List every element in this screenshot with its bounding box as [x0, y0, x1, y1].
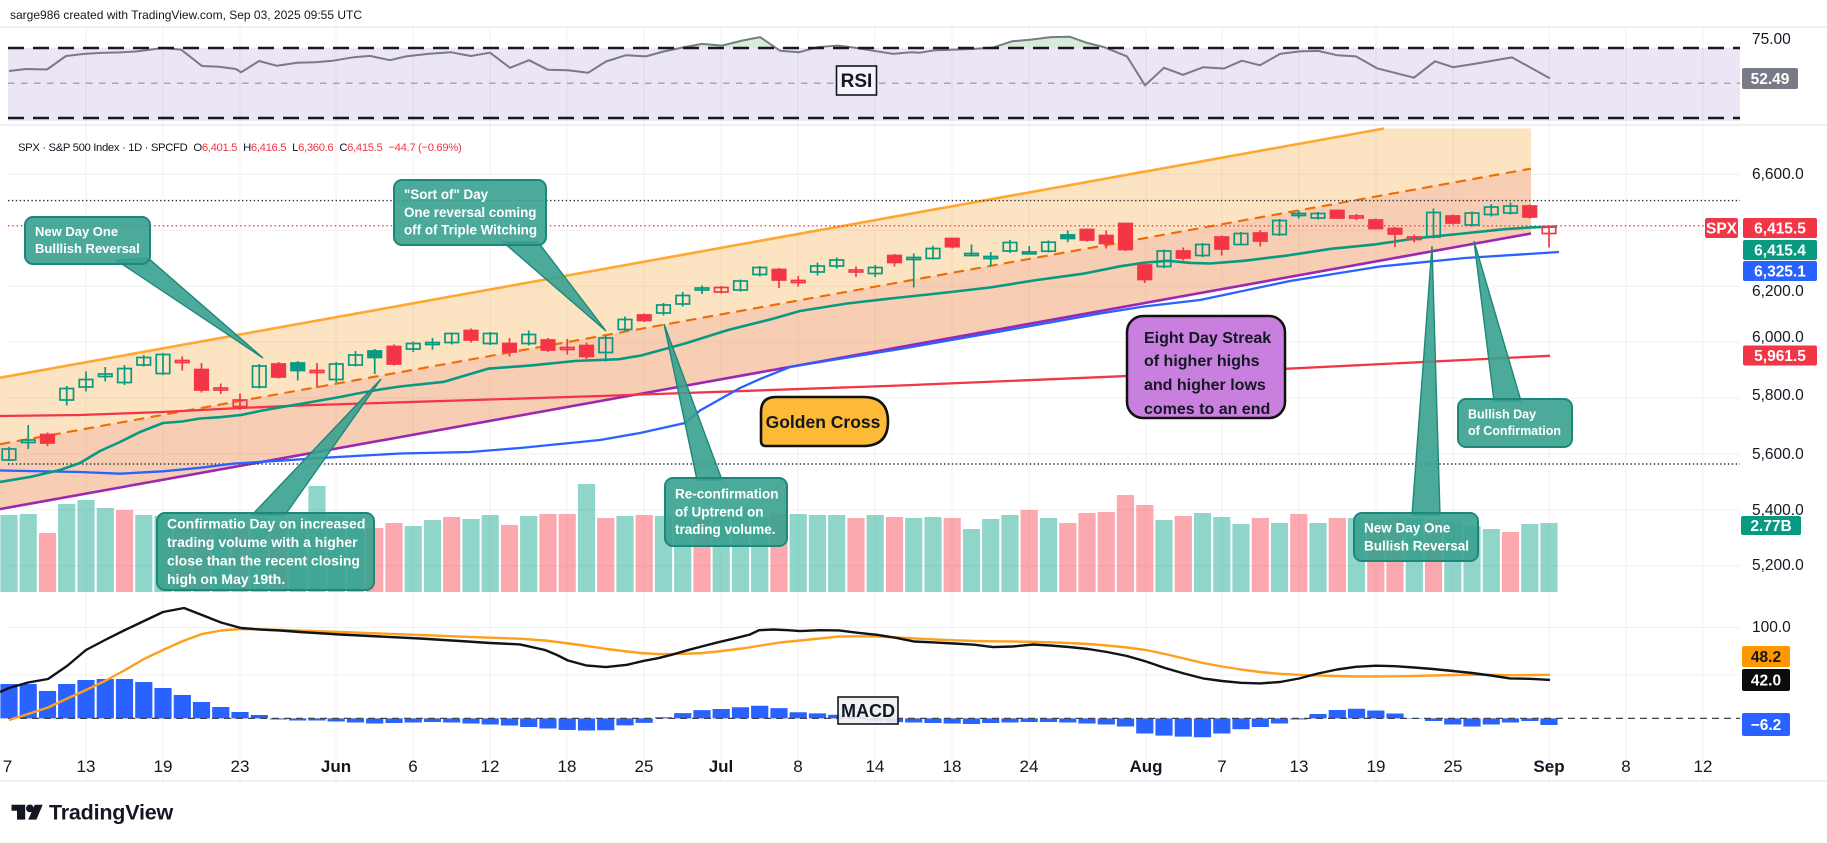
svg-text:7: 7 — [1217, 757, 1226, 776]
svg-text:100.0: 100.0 — [1752, 619, 1791, 636]
svg-text:42.0: 42.0 — [1751, 673, 1781, 690]
svg-text:7: 7 — [3, 757, 12, 776]
svg-text:of higher highs: of higher highs — [1144, 353, 1260, 370]
svg-text:23: 23 — [231, 757, 250, 776]
svg-text:6,200.0: 6,200.0 — [1752, 283, 1804, 300]
svg-text:48.2: 48.2 — [1751, 649, 1781, 666]
svg-text:RSI: RSI — [841, 71, 873, 92]
svg-text:comes to an end: comes to an end — [1144, 401, 1270, 418]
svg-text:6,415.4: 6,415.4 — [1754, 243, 1806, 260]
svg-text:6: 6 — [408, 757, 417, 776]
svg-text:New Day One: New Day One — [1364, 521, 1451, 536]
svg-text:18: 18 — [558, 757, 577, 776]
svg-text:Bulllish Reversal: Bulllish Reversal — [35, 241, 140, 256]
svg-text:75.00: 75.00 — [1752, 31, 1791, 48]
svg-text:MACD: MACD — [841, 701, 895, 721]
svg-text:25: 25 — [635, 757, 654, 776]
svg-text:8: 8 — [793, 757, 802, 776]
svg-text:5,961.5: 5,961.5 — [1754, 348, 1806, 365]
svg-text:13: 13 — [77, 757, 96, 776]
svg-text:6,325.1: 6,325.1 — [1754, 264, 1806, 281]
svg-text:Eight Day Streak: Eight Day Streak — [1144, 330, 1271, 347]
svg-text:Confirmatio Day on increased: Confirmatio Day on increased — [167, 516, 365, 532]
svg-text:Bullish Day: Bullish Day — [1468, 408, 1536, 422]
svg-text:Jul: Jul — [709, 757, 734, 776]
svg-text:12: 12 — [1694, 757, 1713, 776]
svg-text:Jun: Jun — [321, 757, 351, 776]
svg-text:5,800.0: 5,800.0 — [1752, 387, 1804, 404]
svg-text:−6.2: −6.2 — [1751, 717, 1782, 734]
svg-text:and higher lows: and higher lows — [1144, 377, 1266, 394]
svg-text:sarge986 created with TradingV: sarge986 created with TradingView.com, S… — [10, 8, 362, 22]
svg-text:Sep: Sep — [1533, 757, 1564, 776]
svg-text:13: 13 — [1290, 757, 1309, 776]
svg-text:Bullish Reversal: Bullish Reversal — [1364, 538, 1469, 553]
svg-text:2.77B: 2.77B — [1750, 518, 1791, 535]
svg-text:New Day One: New Day One — [35, 224, 118, 239]
svg-text:52.49: 52.49 — [1751, 71, 1790, 88]
svg-text:6,415.5: 6,415.5 — [1754, 221, 1806, 238]
svg-text:24: 24 — [1020, 757, 1039, 776]
svg-text:Aug: Aug — [1129, 757, 1162, 776]
svg-text:of Confirmation: of Confirmation — [1468, 424, 1561, 438]
svg-text:25: 25 — [1444, 757, 1463, 776]
svg-text:18: 18 — [943, 757, 962, 776]
svg-text:19: 19 — [154, 757, 173, 776]
svg-text:Re-confirmation: Re-confirmation — [675, 487, 779, 502]
svg-text:14: 14 — [866, 757, 885, 776]
svg-text:of Uptrend on: of Uptrend on — [675, 504, 763, 519]
svg-text:6,600.0: 6,600.0 — [1752, 166, 1804, 183]
svg-text:12: 12 — [481, 757, 500, 776]
svg-text:5,200.0: 5,200.0 — [1752, 557, 1804, 574]
svg-text:trading volume.: trading volume. — [675, 522, 776, 537]
svg-text:5,600.0: 5,600.0 — [1752, 446, 1804, 463]
svg-text:trading volume with a higher: trading volume with a higher — [167, 534, 358, 550]
svg-text:SPX: SPX — [1706, 221, 1738, 238]
svg-text:TradingView: TradingView — [49, 801, 174, 825]
svg-text:8: 8 — [1621, 757, 1630, 776]
svg-text:One reversal coming: One reversal coming — [404, 205, 536, 220]
svg-text:high on May 19th.: high on May 19th. — [167, 571, 285, 587]
svg-text:19: 19 — [1367, 757, 1386, 776]
svg-text:6,000.0: 6,000.0 — [1752, 329, 1804, 346]
svg-text:5,400.0: 5,400.0 — [1752, 502, 1804, 519]
svg-text:"Sort of" Day: "Sort of" Day — [404, 187, 489, 202]
svg-text:Golden Cross: Golden Cross — [766, 412, 881, 432]
svg-text:off of Triple Witching: off of Triple Witching — [404, 223, 537, 238]
svg-text:close than the recent closing: close than the recent closing — [167, 553, 360, 569]
